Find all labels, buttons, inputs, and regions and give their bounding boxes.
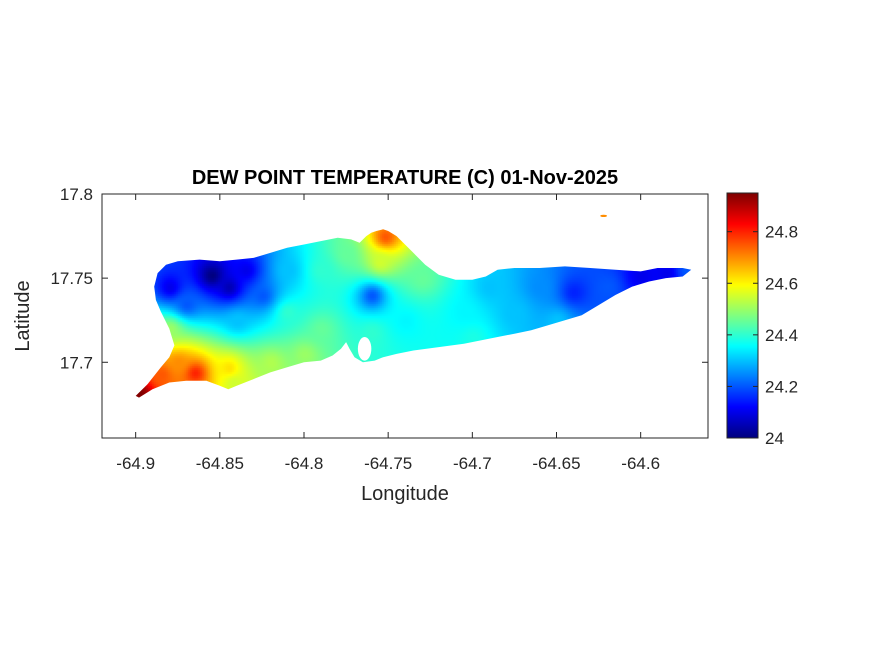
colorbar: 24 24.2 24.4 24.6 24.8 [726, 192, 798, 448]
x-axis-ticks: -64.9 -64.85 -64.8 -64.75 -64.7 -64.65 -64.6 [116, 194, 660, 473]
islet [600, 214, 608, 218]
y-tick-label: 17.75 [50, 269, 93, 288]
x-tick-label: -64.7 [453, 454, 492, 473]
x-tick-label: -64.8 [285, 454, 324, 473]
y-axis-label: Latitude [12, 280, 34, 351]
colorbar-ticks: 24 24.2 24.4 24.6 24.8 [727, 223, 798, 448]
colorbar-tick-label: 24.2 [765, 377, 798, 396]
x-tick-label: -64.9 [116, 454, 155, 473]
colorbar-tick-label: 24.4 [765, 326, 798, 345]
islets-layer [600, 214, 608, 218]
x-axis-label: Longitude [361, 483, 449, 505]
x-tick-label: -64.6 [621, 454, 660, 473]
y-tick-label: 17.8 [60, 185, 93, 204]
y-axis-ticks: 17.7 17.75 17.8 [50, 185, 708, 372]
colorbar-gradient [727, 193, 758, 438]
chart-title: DEW POINT TEMPERATURE (C) 01-Nov-2025 [192, 167, 618, 189]
bay-cutout [337, 224, 352, 238]
colorbar-tick-label: 24.8 [765, 223, 798, 242]
colorbar-box [726, 192, 759, 439]
x-tick-label: -64.75 [364, 454, 412, 473]
axes-box [101, 193, 709, 439]
y-tick-label: 17.7 [60, 353, 93, 372]
colorbar-tick-label: 24.6 [765, 274, 798, 293]
x-tick-label: -64.65 [532, 454, 580, 473]
bays-layer [337, 224, 372, 361]
x-tick-label: -64.85 [196, 454, 244, 473]
colorbar-tick-label: 24 [765, 429, 784, 448]
bay-cutout [357, 337, 372, 361]
